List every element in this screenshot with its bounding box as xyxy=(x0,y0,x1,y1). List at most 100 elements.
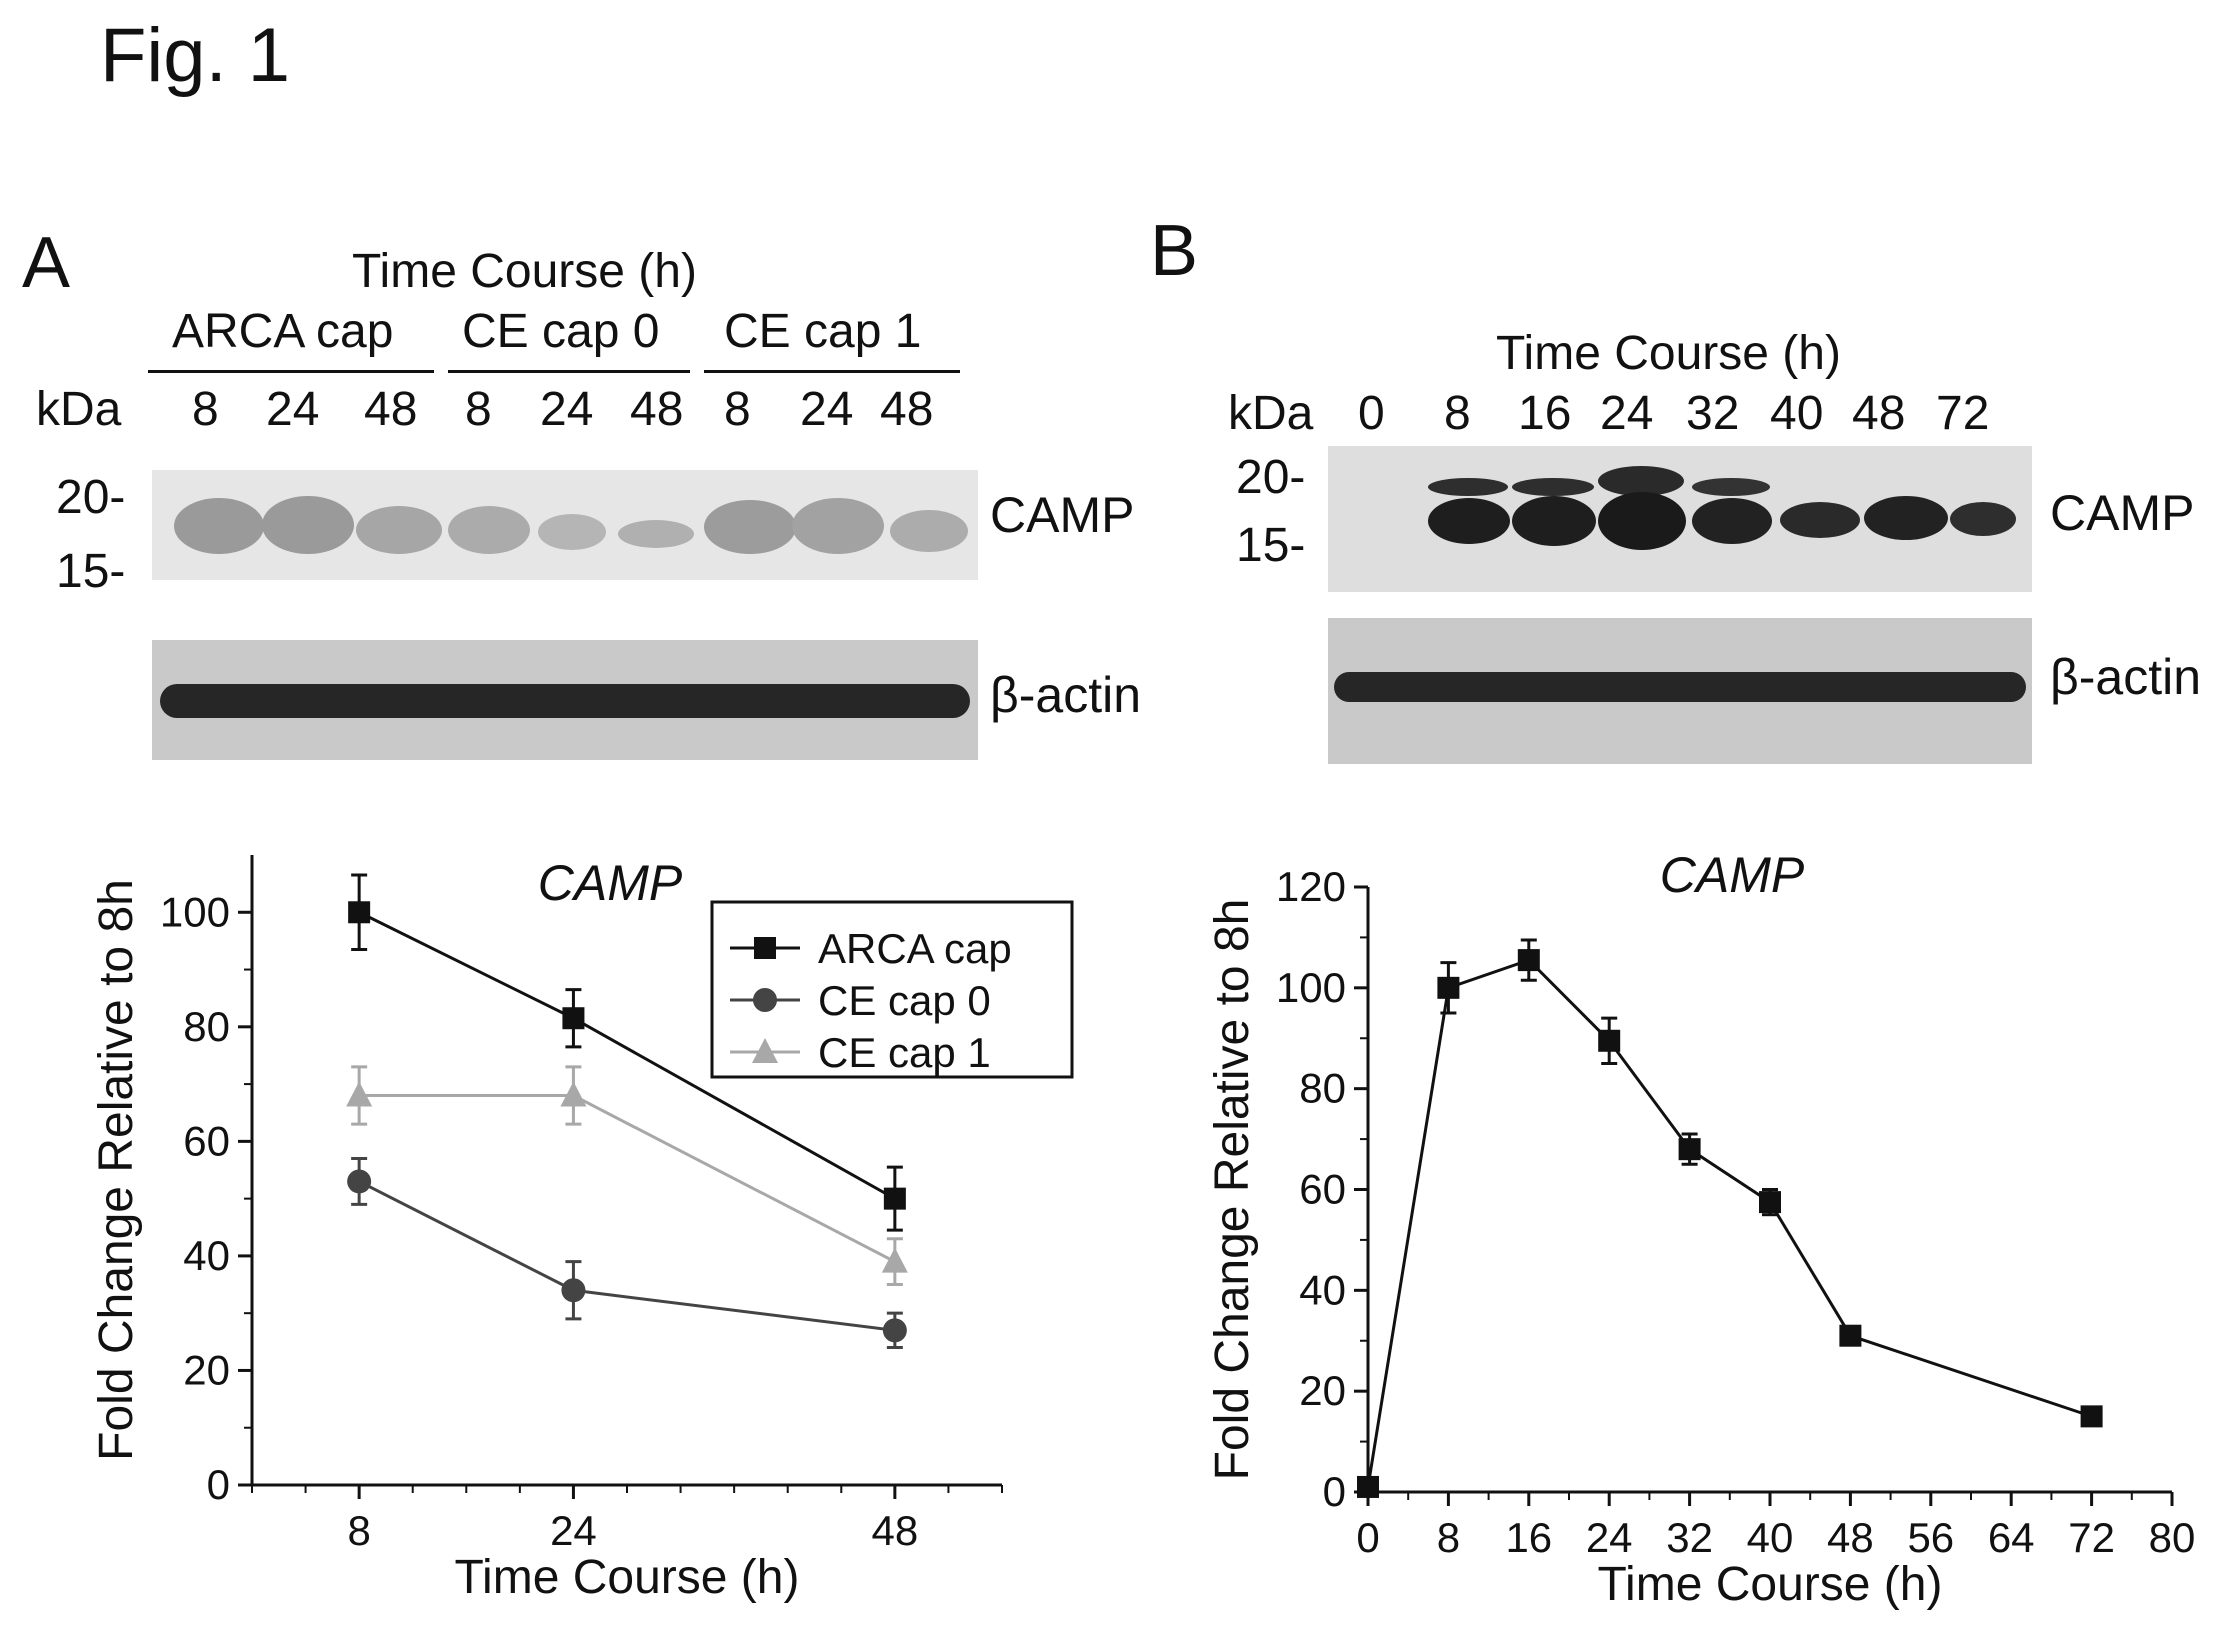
panel-a-lane-label: 48 xyxy=(364,383,418,436)
chart-b-x-tick-label: 72 xyxy=(2068,1514,2115,1561)
chart-a-data-point xyxy=(562,1007,585,1030)
blot-band xyxy=(890,510,968,552)
chart-b-series-line xyxy=(1366,958,2093,1488)
chart-b-data-point xyxy=(1357,1475,1379,1498)
blot-band xyxy=(160,684,970,718)
blot-band xyxy=(174,498,264,554)
blot-band xyxy=(1780,502,1860,538)
blot-band xyxy=(1598,466,1684,496)
panel-a-lane-label: 24 xyxy=(800,383,854,436)
panel-a-lane-label: 24 xyxy=(540,383,594,436)
chart-a-legend: ARCA cap CE cap 0 CE cap 1 xyxy=(710,900,1074,1079)
chart-b-x-tick-label: 40 xyxy=(1747,1514,1794,1561)
chart-a-data-point xyxy=(882,1318,907,1343)
blot-band xyxy=(1512,478,1594,496)
chart-b-x-tick-label: 48 xyxy=(1827,1514,1874,1561)
blot-band xyxy=(262,496,354,554)
chart-b-y-tick-label: 100 xyxy=(1276,964,1346,1011)
panel-b-chart: 0 20 40 60 80 100 120 0 8 16 24 32 40 48 56 64 72 80 Time … xyxy=(1206,847,2196,1611)
panel-a-lane-label: 8 xyxy=(192,383,219,436)
panel-a-lane-label: 48 xyxy=(630,383,684,436)
chart-b-data-point xyxy=(2080,1405,2103,1428)
chart-a-y-tick-label: 0 xyxy=(207,1461,230,1508)
panel-a-lane-label: 24 xyxy=(266,383,320,436)
chart-a-series-0 xyxy=(348,873,906,1232)
chart-a-legend-marker xyxy=(752,1038,778,1063)
chart-b-y-axis-label: Fold Change Relative to 8h xyxy=(1206,899,1259,1481)
chart-a-series-line xyxy=(359,1094,896,1263)
chart-b-y-tick-label: 0 xyxy=(1323,1468,1346,1515)
chart-b-series-0 xyxy=(1357,938,2103,1498)
blot-band xyxy=(1428,498,1510,544)
chart-b-data-point xyxy=(1678,1138,1701,1161)
chart-a-data-point xyxy=(348,901,371,924)
blot-band xyxy=(448,506,530,554)
panel-a-band-actin: β-actin xyxy=(990,667,1142,723)
panel-b-lane-label: 24 xyxy=(1600,387,1654,440)
chart-a-data-point xyxy=(883,1187,906,1210)
chart-a-x-axis-label: Time Course (h) xyxy=(455,1551,800,1604)
blot-band xyxy=(792,498,884,554)
chart-a-legend-label: ARCA cap xyxy=(818,925,1012,972)
panel-b-lane-label: 72 xyxy=(1936,387,1990,440)
panel-b-camp-blot xyxy=(1328,446,2032,592)
panel-b-blot-header: Time Course (h) xyxy=(1496,327,1841,380)
panel-b-lane-label: 40 xyxy=(1770,387,1824,440)
chart-b-x-tick-label: 64 xyxy=(1988,1514,2035,1561)
blot-band xyxy=(1334,672,2026,702)
chart-a-legend-label: CE cap 1 xyxy=(818,1029,991,1076)
chart-a-y-tick-label: 100 xyxy=(160,888,230,935)
chart-a-x-tick-label: 8 xyxy=(347,1507,370,1554)
blot-band xyxy=(704,500,796,554)
panel-b-lane-label: 32 xyxy=(1686,387,1740,440)
chart-a-y-tick-label: 80 xyxy=(183,1003,230,1050)
panel-b-lane-label: 48 xyxy=(1852,387,1906,440)
panel-a-group-arca: ARCA cap xyxy=(172,305,394,358)
chart-b-y-tick-label: 120 xyxy=(1276,863,1346,910)
panel-a-blot-header: Time Course (h) xyxy=(352,245,697,298)
chart-b-x-tick-label: 32 xyxy=(1666,1514,1713,1561)
chart-a-data-point xyxy=(561,1278,586,1303)
panel-a-letter: A xyxy=(22,223,71,303)
chart-b-y-tick-label: 20 xyxy=(1299,1367,1346,1414)
panel-a-group-line-ce0 xyxy=(448,370,690,373)
chart-a-chart-title: CAMP xyxy=(538,855,683,911)
chart-b-x-tick-label: 8 xyxy=(1437,1514,1460,1561)
chart-b-data-point xyxy=(1759,1191,1781,1214)
panel-b-lane-label: 8 xyxy=(1444,387,1471,440)
panel-a-group-line-arca xyxy=(148,370,434,373)
chart-b-x-tick-label: 80 xyxy=(2149,1514,2196,1561)
blot-band xyxy=(538,514,606,550)
panel-b-band-actin: β-actin xyxy=(2050,649,2202,705)
panel-b-lane-label: 0 xyxy=(1358,387,1385,440)
blot-band xyxy=(1598,492,1686,550)
figure-title: Fig. 1 xyxy=(100,13,291,98)
chart-a-legend-box xyxy=(710,900,1074,1079)
chart-a-y-tick-label: 40 xyxy=(183,1232,230,1279)
chart-a-series-2 xyxy=(346,1065,908,1287)
panel-a-group-ce0: CE cap 0 xyxy=(462,305,660,358)
panel-a-lane-label: 8 xyxy=(724,383,751,436)
chart-a-x-tick-label: 24 xyxy=(550,1507,597,1554)
panel-b-lane-label: 16 xyxy=(1518,387,1572,440)
chart-b-x-tick-label: 0 xyxy=(1356,1514,1379,1561)
chart-b-x-tick-label: 56 xyxy=(1907,1514,1954,1561)
panel-a-group-ce1: CE cap 1 xyxy=(724,305,922,358)
chart-b-data-point xyxy=(1437,976,1460,999)
chart-b-y-tick-label: 60 xyxy=(1299,1166,1346,1213)
panel-a-camp-blot xyxy=(152,470,978,580)
chart-b-y-tick-label: 40 xyxy=(1299,1266,1346,1313)
chart-a-legend-marker xyxy=(754,937,776,959)
chart-b-data-point xyxy=(1839,1324,1862,1347)
panel-a-actin-blot xyxy=(152,640,978,760)
panel-a-kda-label: kDa xyxy=(36,383,122,436)
chart-a-data-point xyxy=(347,1169,372,1194)
chart-a-y-axis-label: Fold Change Relative to 8h xyxy=(90,879,143,1461)
panel-a-band-camp: CAMP xyxy=(990,487,1135,543)
panel-b-kda-label: kDa xyxy=(1228,387,1314,440)
blot-band xyxy=(618,520,694,548)
panel-a-group-line-ce1 xyxy=(704,370,960,373)
chart-a-legend-marker xyxy=(753,988,777,1012)
panel-a-chart: 0 20 40 60 80 100 8 24 48 Time Course (h) Fold Cha… xyxy=(90,855,1074,1604)
panel-b-marker-15: 15- xyxy=(1236,519,1306,572)
